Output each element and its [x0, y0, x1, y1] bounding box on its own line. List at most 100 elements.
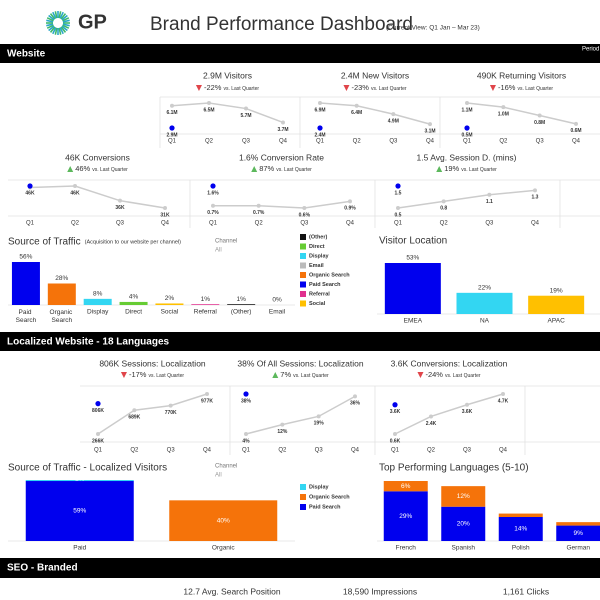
trend-point — [429, 414, 433, 419]
current-point — [317, 125, 323, 131]
trend-line — [245, 395, 356, 435]
trend-point — [501, 392, 505, 396]
kpi-delta: 7% — [280, 370, 291, 379]
dashboard-subtitle: (Current View: Q1 Jan – Mar 23) — [386, 25, 480, 32]
trend-point — [428, 122, 432, 127]
value-label: 2% — [165, 295, 175, 302]
point-label: 0.6M — [570, 128, 581, 134]
x-tick-label: Q4 — [531, 221, 540, 227]
x-tick-label: Organic Search — [50, 309, 75, 324]
trend-point — [244, 106, 248, 111]
point-label: 6.1M — [166, 110, 177, 116]
legend-label: Display — [309, 253, 330, 259]
x-tick-label: (Other) — [231, 309, 252, 316]
kpi-title: 3.6K Conversions: Localization — [391, 358, 508, 368]
x-tick-label: Referral — [194, 309, 218, 316]
legend-label: Referral — [309, 291, 330, 297]
logo-ray — [52, 11, 57, 19]
x-tick-label: Q4 — [346, 221, 355, 227]
kpi-delta-note: vs. Last Quarter — [293, 373, 329, 379]
section-title: SEO - Branded — [7, 563, 78, 574]
legend-swatch — [300, 272, 306, 278]
trend-point — [205, 392, 209, 396]
x-tick-label: Q4 — [279, 139, 288, 145]
point-label: 0.6K — [390, 438, 401, 444]
x-tick-label: Q3 — [389, 139, 398, 145]
current-label: 46K — [25, 190, 35, 196]
kpi-title: 806K Sessions: Localization — [99, 358, 206, 368]
point-label: 0.9% — [344, 206, 356, 212]
logo-ray — [62, 17, 70, 22]
trend-point — [501, 105, 506, 110]
kpi-delta: 46% — [75, 164, 90, 173]
trend-point — [396, 206, 400, 210]
bar — [155, 303, 184, 305]
x-tick-label: Q3 — [242, 139, 251, 145]
logo-ray — [58, 27, 62, 35]
point-label: 4.9M — [388, 118, 399, 124]
value-label: 8% — [93, 291, 103, 298]
x-tick-label: Q2 — [499, 139, 508, 145]
trend-point — [302, 206, 307, 210]
value-label: 4% — [129, 294, 139, 301]
point-label: 266K — [92, 438, 104, 444]
kpi-delta: 87% — [259, 164, 274, 173]
x-tick-label: Q3 — [315, 448, 324, 454]
section-title: Localized Website - 18 Languages — [7, 337, 170, 348]
current-label: 2.9M — [166, 132, 177, 138]
trend-point — [353, 394, 357, 399]
point-label: 977K — [201, 398, 213, 404]
trend-point — [96, 432, 100, 436]
x-tick-label: Q1 — [168, 139, 177, 145]
kpi-delta: -22% — [204, 83, 222, 92]
kpi-delta-note: vs. Last Quarter — [445, 373, 481, 379]
trend-line — [394, 393, 504, 435]
value-label: 14% — [514, 526, 527, 533]
logo-ray — [60, 26, 67, 33]
x-tick-label: NA — [480, 318, 490, 325]
value-label: 40% — [217, 517, 230, 524]
logo-ray — [54, 11, 58, 19]
kpi-title: 2.4M New Visitors — [341, 70, 409, 80]
kpi-title: 38% Of All Sessions: Localization — [237, 358, 363, 368]
trend-point — [465, 101, 469, 105]
trend-point — [574, 121, 578, 126]
legend-label: Paid Search — [309, 282, 341, 288]
legend-swatch — [300, 291, 306, 297]
trend-point — [465, 402, 469, 407]
current-label: 2.4M — [314, 132, 325, 138]
kpi-delta: -17% — [129, 370, 147, 379]
point-label: 689K — [128, 415, 140, 421]
point-label: 36% — [350, 401, 361, 407]
x-tick-label: Q4 — [499, 448, 508, 454]
current-point — [243, 391, 249, 397]
logo-ray — [46, 19, 54, 23]
x-tick-label: Social — [161, 309, 179, 316]
x-tick-label: Q2 — [130, 448, 139, 454]
point-label: 46K — [70, 190, 80, 196]
kpi-delta-note: vs. Last Quarter — [148, 373, 184, 379]
value-label: 59% — [73, 508, 86, 515]
value-label: 19% — [550, 287, 563, 294]
trend-point — [348, 199, 352, 204]
value-label: 56% — [19, 254, 32, 261]
current-point — [169, 125, 175, 131]
section-title: Website — [7, 49, 46, 60]
x-tick-label: Polish — [512, 545, 530, 552]
point-label: 3.7M — [277, 127, 288, 133]
point-label: 0.8 — [440, 206, 447, 212]
x-tick-label: Q1 — [26, 221, 35, 227]
legend-label: Direct — [309, 244, 325, 250]
x-tick-label: Q4 — [161, 221, 170, 227]
chart-subtitle: (Acquisition to our website per channel) — [85, 239, 181, 245]
logo-ray — [61, 14, 68, 21]
trend-arrow — [417, 372, 424, 378]
x-tick-label: Q3 — [463, 448, 472, 454]
point-label: 3.1M — [424, 128, 435, 134]
x-tick-label: Q3 — [536, 139, 545, 145]
legend-swatch — [300, 253, 306, 259]
point-label: 6.9M — [314, 107, 325, 113]
kpi-delta-note: vs. Last Quarter — [371, 86, 407, 92]
legend-swatch — [300, 504, 306, 510]
